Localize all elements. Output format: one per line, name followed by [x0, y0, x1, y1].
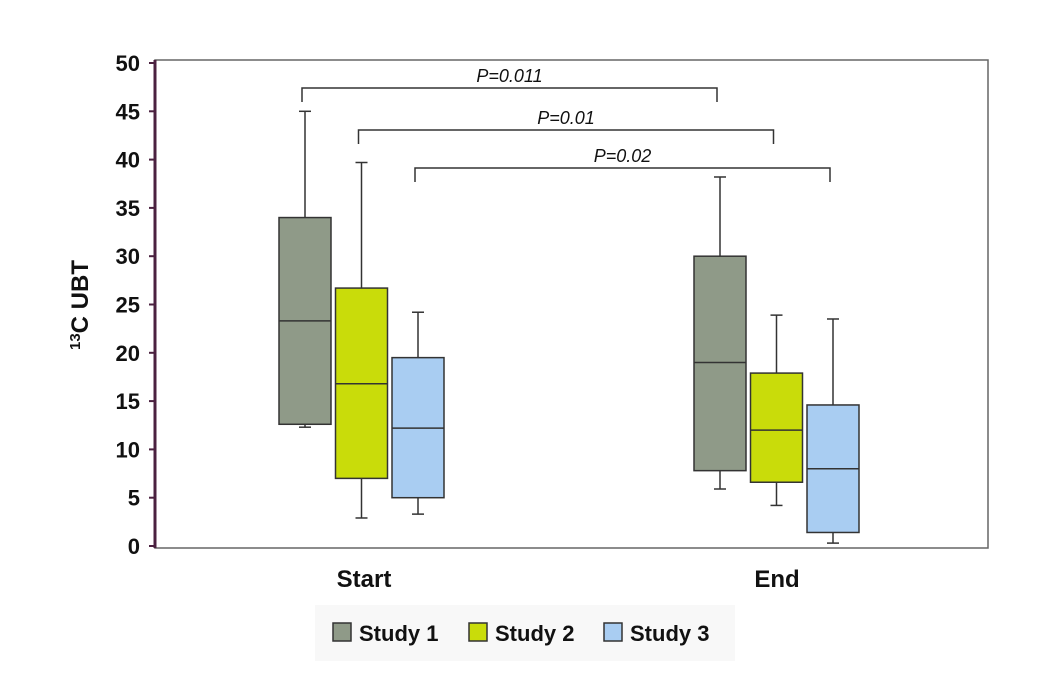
y-tick-label: 10 [116, 437, 140, 462]
legend-label-1: Study 1 [359, 621, 438, 646]
y-tick-label: 5 [128, 486, 140, 511]
box-study-1-end [693, 176, 747, 490]
significance-bracket [357, 129, 775, 144]
p-value-label: P=0.02 [594, 146, 652, 166]
category-label-end: End [754, 566, 799, 593]
y-tick-label: 35 [116, 196, 140, 221]
y-tick-label: 15 [116, 389, 140, 414]
box-study-2-start [334, 161, 389, 519]
legend-label-3: Study 3 [630, 621, 709, 646]
box-study-3-start [391, 311, 445, 515]
category-label-start: Start [337, 566, 392, 593]
y-tick-label: 30 [116, 244, 140, 269]
legend-swatch-3 [603, 622, 623, 642]
y-axis-label: 13C UBT [67, 260, 94, 350]
box-study-3-end [806, 318, 860, 544]
legend-label-2: Study 2 [495, 621, 574, 646]
iqr-box [693, 255, 747, 472]
legend-swatch-1 [332, 622, 352, 642]
y-tick-label: 25 [116, 293, 140, 318]
legend-swatch-2 [468, 622, 488, 642]
iqr-box [749, 372, 804, 483]
y-axis-ticks: 0 5 10 15 20 25 30 35 40 45 50 [116, 51, 155, 559]
box-study-2-end [749, 314, 804, 507]
significance-bracket [414, 167, 831, 182]
legend: Study 1 Study 2 Study 3 [332, 621, 709, 646]
box-series [278, 110, 860, 544]
y-tick-label: 45 [116, 99, 140, 124]
legend-background [315, 605, 735, 661]
y-tick-label: 20 [116, 341, 140, 366]
y-tick-label: 0 [128, 534, 140, 559]
p-value-label: P=0.01 [537, 108, 595, 128]
significance-brackets: P=0.011 P=0.01 P=0.02 [301, 66, 831, 182]
y-tick-label: 40 [116, 148, 140, 173]
y-tick-label: 50 [116, 51, 140, 76]
box-study-1-start [278, 110, 332, 428]
p-value-label: P=0.011 [476, 66, 542, 86]
significance-bracket [301, 87, 718, 102]
